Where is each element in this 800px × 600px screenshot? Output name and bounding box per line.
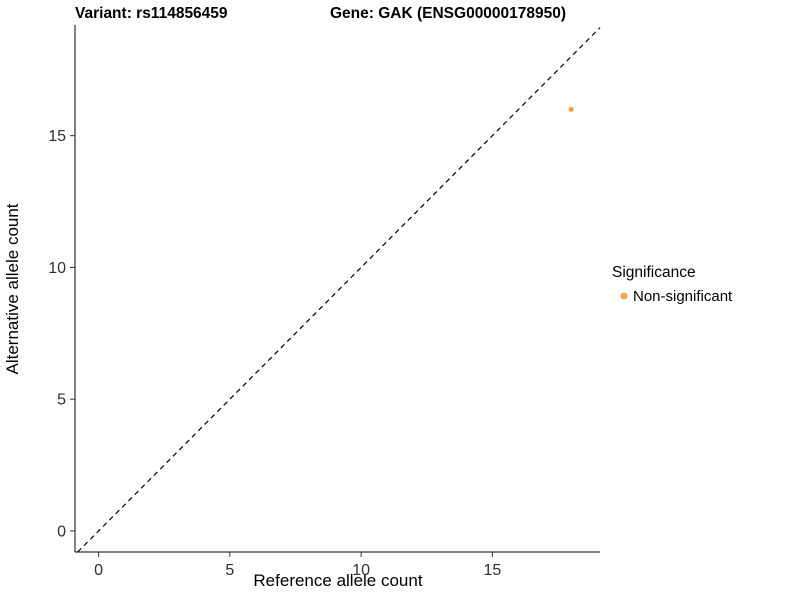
y-tick-label: 5 (57, 392, 66, 409)
y-axis-title: Alternative allele count (3, 203, 22, 374)
plot-title-gene: Gene: GAK (ENSG00000178950) (330, 5, 566, 22)
y-tick-label: 0 (57, 523, 66, 540)
plot-panel: 0 5 10 15 0 5 10 15 (48, 25, 601, 579)
legend: Significance Non-significant (612, 264, 733, 305)
legend-title: Significance (612, 264, 696, 281)
x-tick-label: 15 (483, 562, 501, 579)
y-tick-label: 10 (48, 260, 66, 277)
x-tick-label: 5 (225, 562, 234, 579)
identity-reference-line (77, 27, 601, 553)
x-tick-label: 10 (352, 562, 370, 579)
y-tick-label: 15 (48, 128, 66, 145)
legend-point-icon (620, 292, 628, 300)
data-point (568, 106, 574, 112)
x-tick-label: 0 (94, 562, 103, 579)
legend-entry-label: Non-significant (633, 288, 733, 305)
x-axis-title: Reference allele count (253, 571, 422, 590)
plot-title-variant: Variant: rs114856459 (75, 5, 228, 22)
